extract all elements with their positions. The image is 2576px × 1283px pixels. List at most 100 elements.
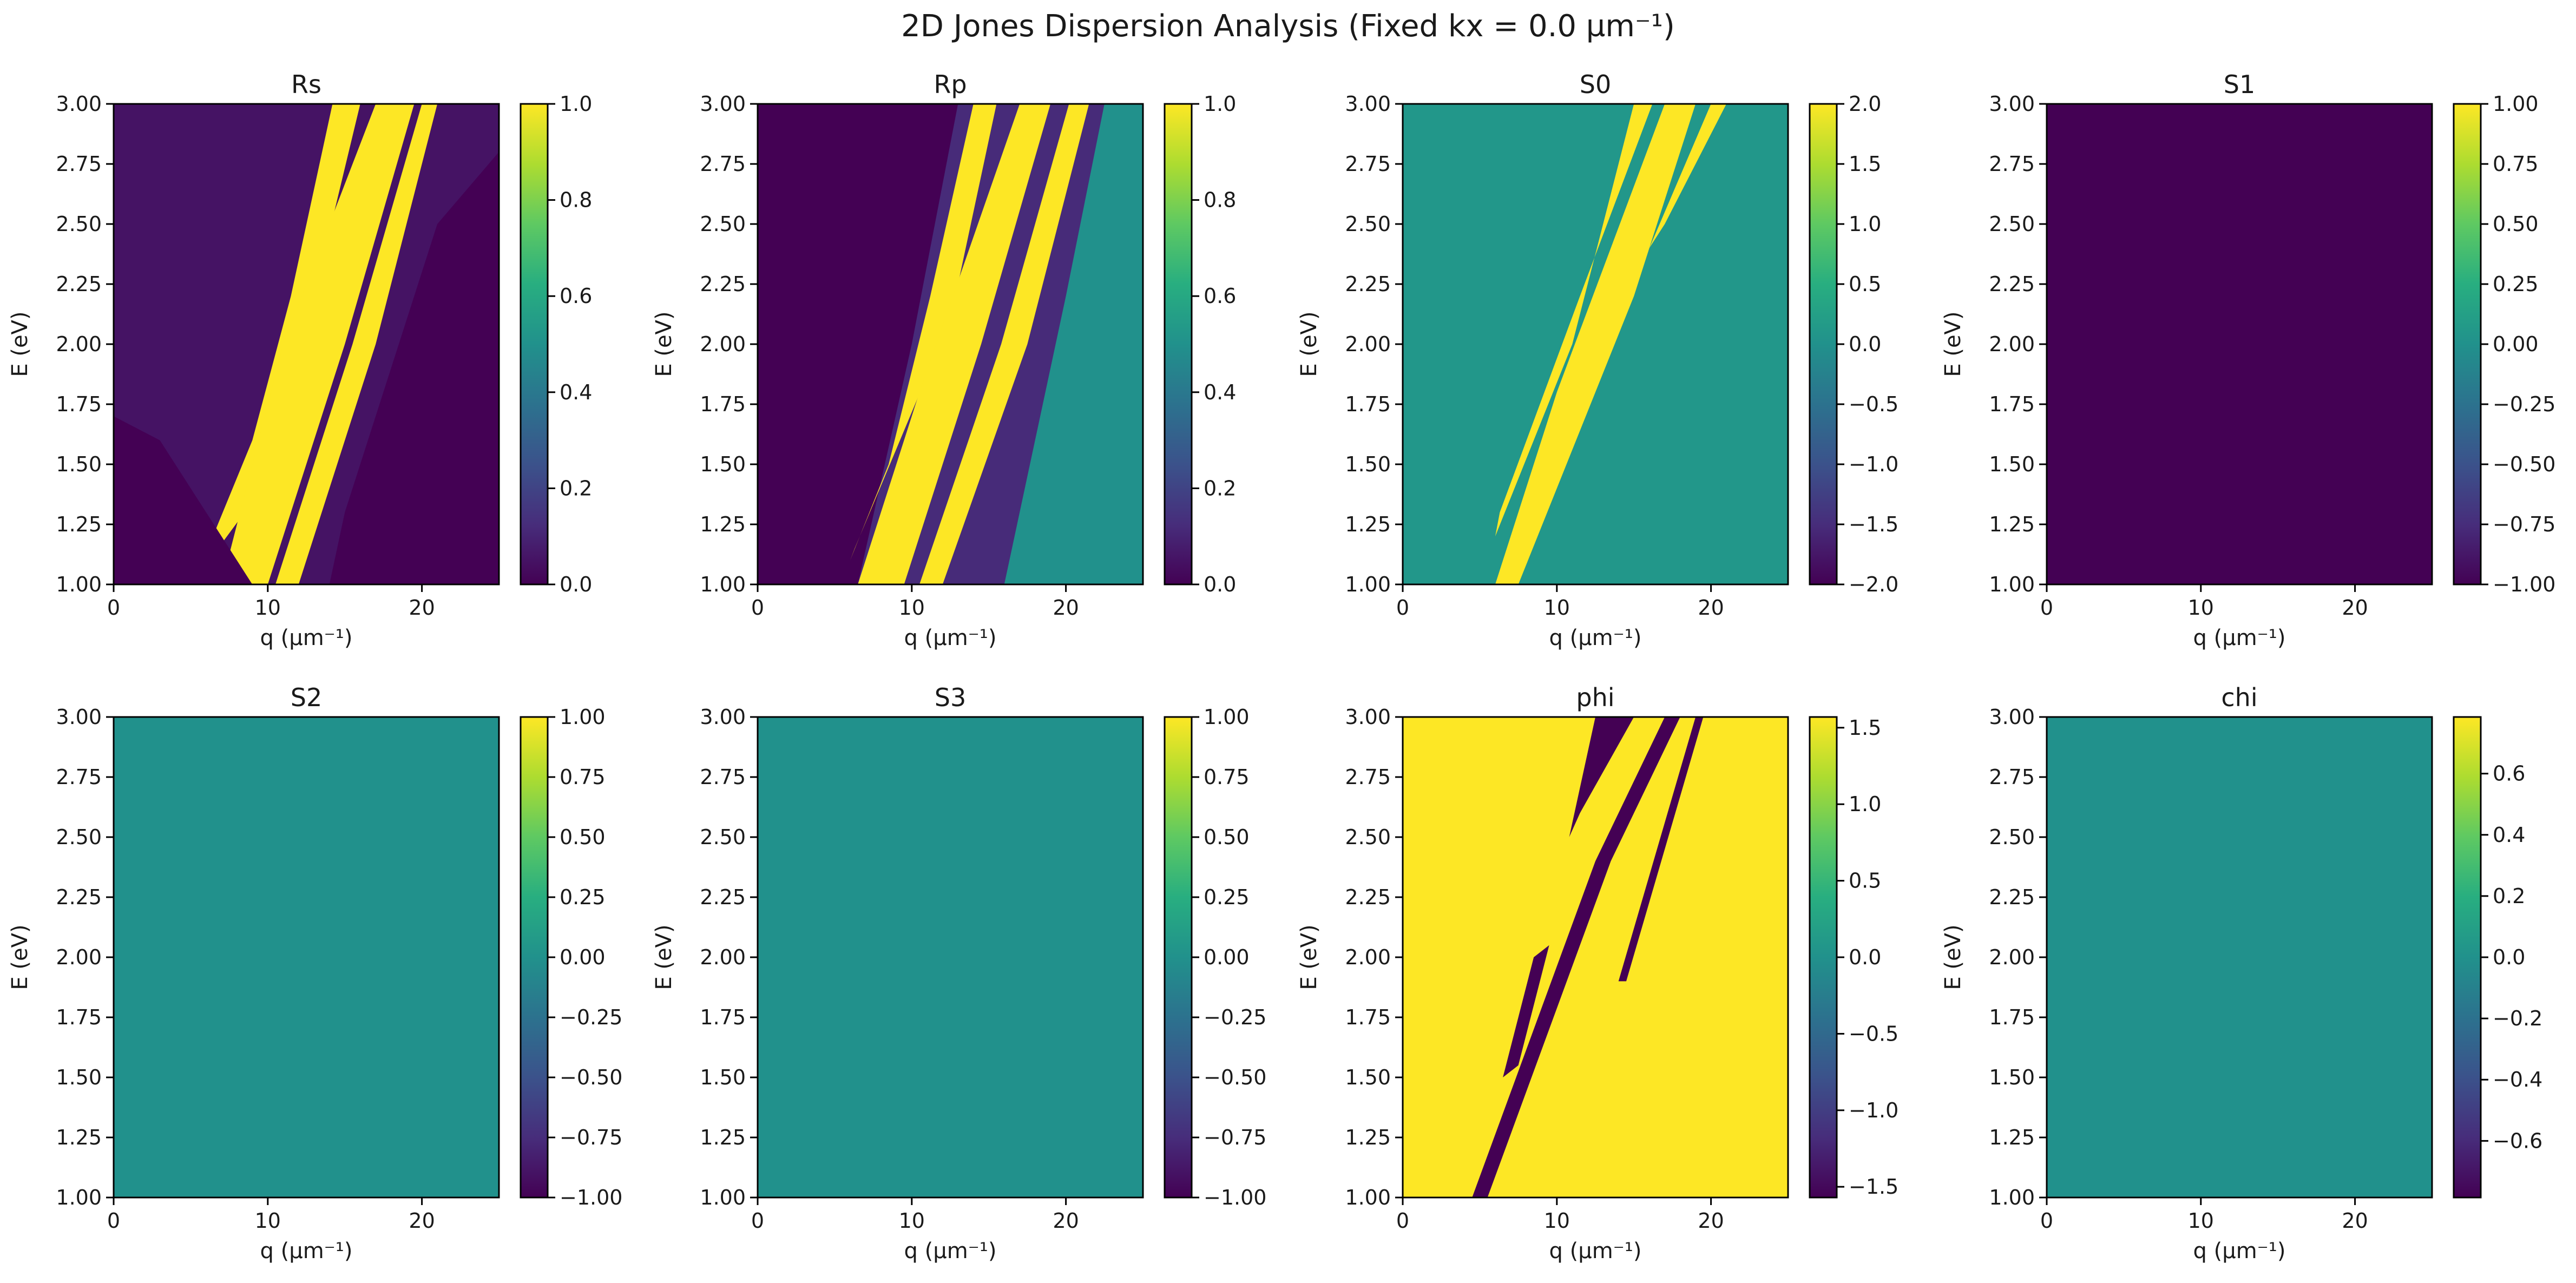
y-tick-label: 1.75 xyxy=(56,392,102,416)
colorbar xyxy=(2453,103,2482,585)
y-tick-label: 2.00 xyxy=(56,332,102,356)
y-tick-label: 2.50 xyxy=(700,825,746,849)
colorbar-tick-label: −1.00 xyxy=(560,1186,622,1209)
x-axis-label: q (µm⁻¹) xyxy=(1549,626,1642,650)
colorbar-tick-label: 0.2 xyxy=(560,476,592,500)
y-axis-label: E (eV) xyxy=(1297,311,1322,377)
heatmap-band-1 xyxy=(1004,104,1143,584)
y-tick-label: 1.75 xyxy=(700,392,746,416)
x-tick-label: 20 xyxy=(2342,1209,2368,1233)
heatmap-band-0 xyxy=(1495,104,1653,537)
y-tick-label: 2.25 xyxy=(1345,272,1391,296)
colorbar xyxy=(1809,103,1838,585)
colorbar-tick-label: 1.00 xyxy=(560,705,606,729)
subplot-rp: Rp 0 10 20 1.00 1.25 1.50 1.75 2.00 2.25 2.50 2.75 3… xyxy=(652,70,1236,650)
y-tick-label: 3.00 xyxy=(1345,92,1391,116)
colorbar xyxy=(520,103,549,585)
y-axis-label: E (eV) xyxy=(652,311,676,377)
y-tick-label: 1.75 xyxy=(700,1005,746,1029)
colorbar-tick-label: 1.0 xyxy=(1849,792,1881,816)
y-tick-label: 3.00 xyxy=(1989,705,2035,729)
colorbar-tick-label: −2.0 xyxy=(1849,573,1898,596)
colorbar-tick-label: 0.0 xyxy=(1204,573,1236,596)
colorbar-tick-label: 1.00 xyxy=(2493,92,2539,116)
y-tick-label: 3.00 xyxy=(700,92,746,116)
heatmap-band-2 xyxy=(850,104,997,561)
x-axis-label: q (µm⁻¹) xyxy=(904,626,997,650)
y-tick-label: 2.50 xyxy=(56,825,102,849)
y-tick-label: 1.50 xyxy=(700,1065,746,1089)
colorbar-tick-label: −0.2 xyxy=(2493,1006,2542,1030)
y-tick-label: 2.00 xyxy=(1345,945,1391,969)
heatmap-band-0 xyxy=(758,104,958,584)
y-tick-label: 1.00 xyxy=(56,1186,102,1209)
y-tick-label: 2.50 xyxy=(1345,825,1391,849)
colorbar-tick-label: 0.75 xyxy=(1204,765,1250,789)
x-tick-label: 20 xyxy=(1053,596,1079,620)
colorbar-tick-label: 0.5 xyxy=(1849,272,1881,296)
y-axis-label: E (eV) xyxy=(1941,924,1966,990)
colorbar-tick-label: 2.0 xyxy=(1849,92,1881,116)
colorbar-tick-label: 0.00 xyxy=(2493,332,2539,356)
y-tick-label: 1.00 xyxy=(56,573,102,596)
colorbar-tick-label: −0.6 xyxy=(2493,1129,2542,1153)
heatmap-band-1 xyxy=(1495,104,1696,584)
x-axis-label: q (µm⁻¹) xyxy=(260,626,353,650)
colorbar-tick-label: −1.0 xyxy=(1849,452,1898,476)
x-axis-label: q (µm⁻¹) xyxy=(1549,1239,1642,1264)
colorbar xyxy=(1164,103,1193,585)
y-axis-label: E (eV) xyxy=(1297,924,1322,990)
y-tick-label: 1.75 xyxy=(1989,1005,2035,1029)
x-axis-label: q (µm⁻¹) xyxy=(260,1239,353,1264)
colorbar-tick-label: −0.75 xyxy=(560,1126,622,1149)
colorbar-tick-label: 1.0 xyxy=(1849,212,1881,236)
heatmap-band-0 xyxy=(1503,945,1549,1077)
colorbar-tick-label: 0.0 xyxy=(2493,945,2525,969)
heatmap-band-0 xyxy=(203,104,360,561)
colorbar-tick-label: 0.2 xyxy=(1204,476,1236,500)
colorbar-tick-label: 0.4 xyxy=(560,380,592,404)
subplot-title: Rp xyxy=(934,70,967,99)
colorbar-tick-label: 0.75 xyxy=(2493,152,2539,176)
y-tick-label: 1.25 xyxy=(1989,512,2035,536)
y-tick-label: 2.00 xyxy=(1345,332,1391,356)
x-tick-label: 0 xyxy=(1396,596,1409,620)
colorbar-tick-label: 0.0 xyxy=(560,573,592,596)
y-tick-label: 2.50 xyxy=(1989,212,2035,236)
x-tick-label: 0 xyxy=(751,596,764,620)
colorbar-tick-label: 0.25 xyxy=(560,885,606,909)
x-tick-label: 0 xyxy=(2040,1209,2053,1233)
y-tick-label: 2.50 xyxy=(1989,825,2035,849)
x-tick-label: 10 xyxy=(899,1209,925,1233)
subplot-chi: chi 0 10 20 1.00 1.25 1.50 1.75 2.00 2.25 2.50 2.75… xyxy=(1941,683,2542,1264)
x-axis-label: q (µm⁻¹) xyxy=(2193,1239,2286,1264)
heatmap-band-4 xyxy=(919,104,1089,584)
y-tick-label: 2.25 xyxy=(56,885,102,909)
y-tick-label: 1.50 xyxy=(1989,1065,2035,1089)
x-tick-label: 0 xyxy=(751,1209,764,1233)
y-tick-label: 2.75 xyxy=(1345,765,1391,789)
y-tick-label: 1.00 xyxy=(700,573,746,596)
colorbar-tick-label: −1.00 xyxy=(2493,573,2555,596)
heatmap-band-4 xyxy=(329,152,499,584)
colorbar-tick-label: −0.50 xyxy=(560,1065,622,1089)
x-tick-label: 10 xyxy=(255,1209,281,1233)
heatmap-background xyxy=(114,717,499,1198)
y-tick-label: 1.75 xyxy=(56,1005,102,1029)
colorbar-tick-label: 0.25 xyxy=(2493,272,2539,296)
subplot-title: S1 xyxy=(2224,70,2255,99)
colorbar-tick-label: 0.8 xyxy=(1204,188,1236,212)
heatmap-band-2 xyxy=(1649,104,1727,248)
y-axis-label: E (eV) xyxy=(8,311,32,377)
y-tick-label: 2.75 xyxy=(1345,152,1391,176)
x-tick-label: 20 xyxy=(1698,1209,1724,1233)
y-tick-label: 2.50 xyxy=(700,212,746,236)
subplot-s3: S3 0 10 20 1.00 1.25 1.50 1.75 2.00 2.25 2.50 2.75 3… xyxy=(652,683,1266,1264)
colorbar-tick-label: 0.50 xyxy=(2493,212,2539,236)
y-tick-label: 1.50 xyxy=(1345,1065,1391,1089)
colorbar-tick-label: 0.0 xyxy=(1849,332,1881,356)
heatmap-background xyxy=(758,717,1143,1198)
heatmap-background xyxy=(2047,104,2432,584)
y-tick-label: 1.00 xyxy=(1989,1186,2035,1209)
